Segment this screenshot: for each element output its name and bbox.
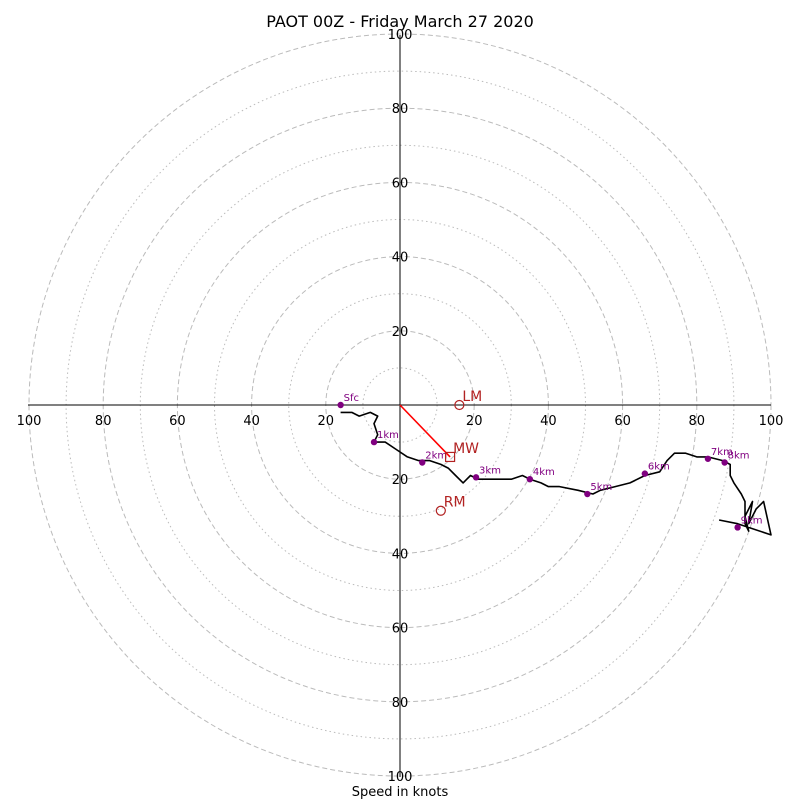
height-marker-label: 2km xyxy=(425,451,447,462)
height-marker xyxy=(419,459,426,466)
height-marker xyxy=(472,474,480,481)
height-marker xyxy=(704,455,712,462)
height-marker xyxy=(584,490,591,498)
height-marker-label: 4km xyxy=(533,467,555,478)
y-tick-label: 60 xyxy=(392,176,409,191)
x-tick-label: 60 xyxy=(169,414,186,429)
x-tick-label: 40 xyxy=(540,414,557,429)
storm-motion-label: RM xyxy=(444,495,466,511)
chart-title: PAOT 00Z - Friday March 27 2020 xyxy=(266,12,534,31)
tick-labels: 100 80 60 40 20 20 40 60 80 100 100 80 6… xyxy=(17,28,784,785)
y-tick-label: 20 xyxy=(392,473,409,488)
height-marker-label: 3km xyxy=(479,465,501,476)
mean-wind-marker xyxy=(444,451,456,463)
height-marker-label: 6km xyxy=(648,462,670,473)
hodograph-trace xyxy=(340,411,772,536)
mean-wind-vector xyxy=(399,404,451,458)
y-tick-label: 80 xyxy=(392,696,409,711)
height-marker-label: Sfc xyxy=(344,393,359,404)
height-marker xyxy=(370,438,378,446)
storm-motion-marker xyxy=(454,399,465,411)
height-marker-label: 8km xyxy=(728,451,750,462)
y-tick-label: 20 xyxy=(392,325,409,340)
x-tick-label: 40 xyxy=(243,414,260,429)
x-tick-label: 100 xyxy=(759,414,784,429)
height-marker xyxy=(734,524,741,531)
y-tick-label: 80 xyxy=(392,102,409,117)
height-marker-label: 9km xyxy=(741,515,763,526)
y-tick-label: 60 xyxy=(392,622,409,637)
height-marker xyxy=(721,459,728,466)
height-marker-label: 5km xyxy=(590,482,612,493)
storm-motion-marker xyxy=(435,505,446,516)
y-tick-label: 40 xyxy=(392,547,409,562)
x-tick-label: 80 xyxy=(689,414,706,429)
y-tick-label: 40 xyxy=(392,251,409,266)
height-marker xyxy=(526,476,534,483)
height-marker xyxy=(337,401,344,409)
x-tick-label: 60 xyxy=(614,414,631,429)
storm-motion-label: LM xyxy=(462,389,482,405)
x-tick-label: 80 xyxy=(95,414,112,429)
height-marker-label: 1km xyxy=(377,430,399,441)
y-tick-label: 100 xyxy=(388,28,413,43)
height-marker xyxy=(641,470,649,477)
x-tick-label: 20 xyxy=(318,414,335,429)
height-marker-label: 7km xyxy=(711,447,733,458)
x-axis-label: Speed in knots xyxy=(352,785,449,800)
x-tick-label: 100 xyxy=(17,414,42,429)
x-tick-label: 20 xyxy=(466,414,483,429)
storm-motion-label: MW xyxy=(453,441,479,457)
y-tick-label: 100 xyxy=(388,770,413,785)
